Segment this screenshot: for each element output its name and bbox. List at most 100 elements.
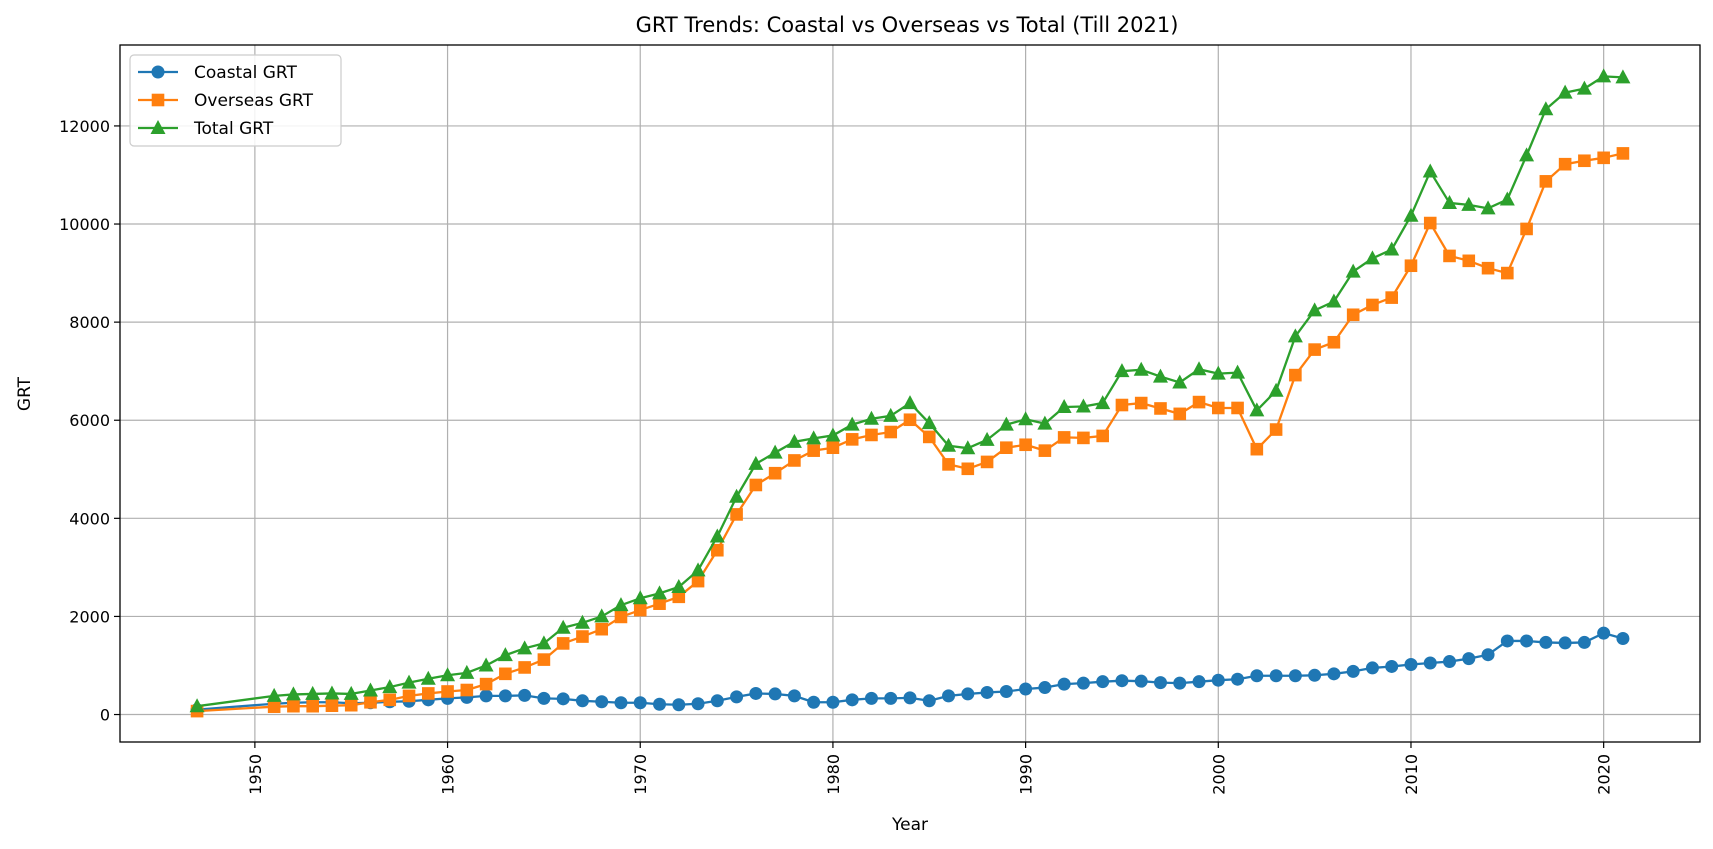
total-grt-point <box>1018 411 1034 426</box>
total-grt-point <box>401 674 417 689</box>
coastal-grt-point <box>1250 669 1264 683</box>
coastal-grt-point <box>942 689 956 703</box>
coastal-grt-point <box>672 698 686 712</box>
overseas-grt-point <box>1539 175 1553 188</box>
total-grt-point <box>574 614 590 629</box>
total-grt-point <box>690 562 706 577</box>
coastal-grt-point <box>1539 635 1553 649</box>
x-tick-label: 2000 <box>1209 754 1228 795</box>
overseas-grt-point <box>711 543 724 557</box>
overseas-grt-point <box>402 689 416 703</box>
overseas-grt-point <box>518 661 531 674</box>
total-grt-point <box>594 608 610 623</box>
overseas-grt-point <box>1597 151 1610 165</box>
coastal-grt-point <box>556 692 570 706</box>
total-grt-point <box>343 685 359 700</box>
total-grt-point <box>324 685 340 700</box>
x-tick-label: 1950 <box>246 754 265 795</box>
total-grt-point <box>1596 68 1612 83</box>
coastal-grt-point <box>653 697 667 711</box>
overseas-grt-point <box>1558 157 1572 171</box>
y-tick-label: 8000 <box>69 313 110 332</box>
total-grt-point <box>1345 263 1361 278</box>
total-grt-point <box>1307 302 1323 317</box>
y-tick-label: 0 <box>100 706 110 725</box>
x-tick-label: 1960 <box>439 754 458 795</box>
overseas-grt-point <box>768 466 782 480</box>
y-axis-label: GRT <box>15 376 35 411</box>
total-grt-point <box>1480 200 1496 215</box>
coastal-grt-point <box>1057 677 1071 691</box>
overseas-grt-point <box>306 699 319 713</box>
coastal-grt-point <box>1423 656 1437 670</box>
coastal-grt-point <box>730 690 744 704</box>
overseas-grt-point <box>691 574 705 588</box>
coastal-grt-point <box>1192 675 1206 689</box>
overseas-grt-point <box>1443 249 1456 263</box>
coastal-grt-point <box>1231 672 1245 686</box>
legend-item-overseas-grt: Overseas GRT <box>138 91 314 111</box>
overseas-grt-point <box>421 687 435 700</box>
overseas-grt-point <box>460 683 474 697</box>
total-grt-point <box>1287 328 1303 343</box>
overseas-grt-point <box>1269 423 1283 436</box>
total-grt-point <box>1538 101 1554 116</box>
coastal-grt-point <box>1462 652 1476 666</box>
x-tick-label: 2010 <box>1402 754 1421 795</box>
x-tick-label: 2020 <box>1595 754 1614 795</box>
overseas-grt-point <box>595 622 609 636</box>
x-axis: 1950 1960 1970 1980 1990 2000 2010 2020 <box>246 742 1614 795</box>
total-grt-point <box>1114 363 1130 378</box>
total-grt-point <box>671 579 687 594</box>
coastal-grt-point <box>1269 669 1283 683</box>
overseas-grt-point <box>788 454 801 467</box>
overseas-grt-point <box>1404 259 1418 273</box>
overseas-grt-point <box>980 455 994 469</box>
total-grt-point <box>362 682 378 697</box>
coastal-grt-point <box>1558 636 1572 650</box>
overseas-grt-point <box>1000 441 1013 455</box>
overseas-grt-point <box>1211 401 1225 415</box>
overseas-grt-point <box>1366 298 1379 312</box>
overseas-grt-point <box>441 685 454 698</box>
coastal-grt-point <box>498 689 512 703</box>
legend-swatch-marker <box>150 120 166 134</box>
overseas-grt-point <box>344 698 358 712</box>
total-grt-point <box>478 657 494 672</box>
overseas-grt-point <box>576 630 589 643</box>
total-grt-point <box>998 416 1014 431</box>
overseas-grt-point <box>1501 266 1514 280</box>
total-grt-point <box>1249 402 1265 417</box>
total-grt-series <box>189 68 1631 713</box>
total-grt-point <box>921 415 937 430</box>
legend: Coastal GRT Overseas GRT Total GRT <box>129 54 342 147</box>
total-grt-point <box>420 670 436 685</box>
coastal-grt-point <box>980 685 994 699</box>
total-grt-point <box>517 640 533 655</box>
y-axis: 0 2000 4000 6000 8000 10000 12000 <box>59 117 120 725</box>
total-grt-point <box>729 488 745 503</box>
coastal-grt-point <box>1597 626 1611 640</box>
total-grt-point <box>825 427 841 442</box>
coastal-grt-point <box>691 697 705 711</box>
total-grt-point <box>1615 69 1631 84</box>
coastal-grt-point <box>1385 659 1399 673</box>
coastal-grt-point <box>633 696 647 710</box>
total-grt-point <box>902 395 918 410</box>
total-grt-point <box>1403 207 1419 222</box>
overseas-grt-point <box>1038 444 1052 457</box>
coastal-grt-point <box>1308 668 1322 682</box>
coastal-grt-point <box>518 688 532 702</box>
legend-label: Total GRT <box>193 119 274 139</box>
total-grt-point <box>266 687 282 702</box>
coastal-grt-point <box>1288 669 1302 683</box>
x-tick-label: 1980 <box>824 754 843 795</box>
total-grt-point <box>1056 398 1072 413</box>
coastal-grt-point <box>1577 635 1591 649</box>
overseas-grt-point <box>653 597 666 610</box>
total-grt-point <box>497 647 513 662</box>
total-grt-point <box>1326 293 1342 308</box>
total-grt-point <box>806 430 822 445</box>
overseas-grt-point <box>865 428 878 442</box>
coastal-grt-point <box>787 689 801 703</box>
